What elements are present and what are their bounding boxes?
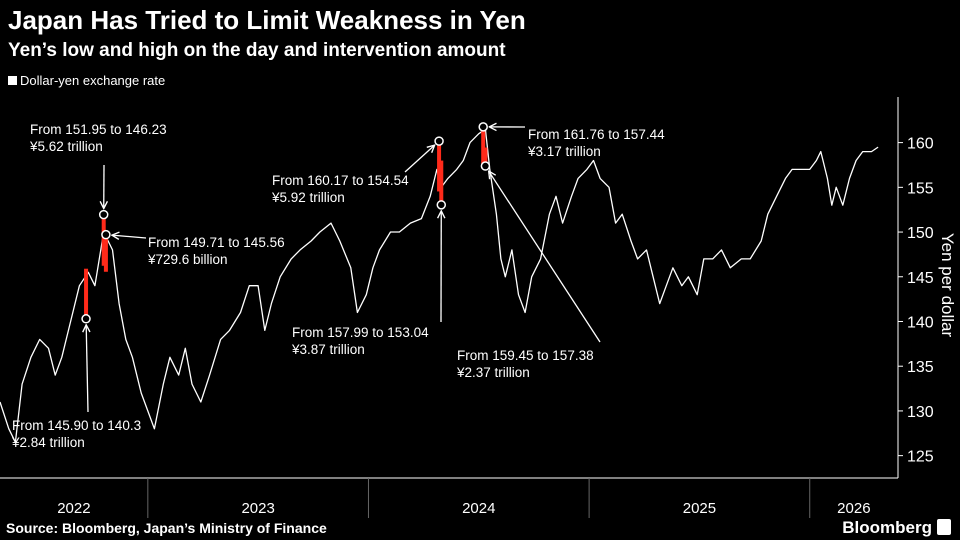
y-tick-label: 135 — [907, 359, 934, 376]
intervention-bar — [481, 126, 486, 166]
intervention-bar — [439, 160, 444, 205]
annotation-label: From 145.90 to 140.3 — [12, 418, 141, 433]
intervention-bar — [103, 234, 108, 272]
annotation-amount: ¥3.87 trillion — [291, 342, 365, 357]
y-tick-label: 155 — [907, 180, 934, 197]
intervention-bar — [101, 214, 106, 266]
annotation-label: From 159.45 to 157.38 — [457, 348, 594, 363]
annotation-label: From 151.95 to 146.23 — [30, 122, 167, 137]
intervention-marker — [98, 209, 109, 220]
intervention-bar — [483, 147, 488, 167]
y-tick-label: 145 — [907, 270, 934, 287]
annotation-arrow — [404, 145, 435, 173]
price-line — [0, 128, 879, 443]
annotation-amount: ¥3.17 trillion — [527, 144, 601, 159]
annotation-amount: ¥2.37 trillion — [456, 365, 530, 380]
intervention-marker — [434, 136, 444, 146]
annotation-amount: ¥5.62 trillion — [29, 139, 103, 154]
annotation-label: From 161.76 to 157.44 — [528, 127, 665, 142]
annotation-arrow — [86, 325, 88, 413]
annotation-arrow — [489, 171, 601, 343]
annotation-label: From 149.71 to 145.56 — [148, 235, 285, 250]
y-tick-label: 140 — [907, 314, 934, 331]
intervention-marker — [480, 161, 491, 171]
brand: Bloomberg — [842, 518, 932, 537]
x-tick-label: 2024 — [462, 500, 495, 517]
intervention-bar — [84, 268, 89, 319]
intervention-marker — [478, 122, 488, 132]
x-tick-label: 2022 — [57, 500, 90, 517]
y-tick-label: 130 — [907, 404, 934, 421]
annotation-label: From 160.17 to 154.54 — [272, 173, 409, 188]
intervention-marker — [81, 314, 91, 324]
annotation-amount: ¥2.84 trillion — [11, 435, 85, 450]
x-tick-label: 2025 — [683, 500, 716, 517]
x-tick-label: 2023 — [241, 500, 274, 517]
annotation-arrow — [112, 235, 147, 238]
annotation-label: From 157.99 to 153.04 — [292, 325, 429, 340]
chart-title: Japan Has Tried to Limit Weakness in Yen — [8, 5, 526, 35]
y-tick-label: 150 — [907, 225, 934, 242]
annotation-amount: ¥5.92 trillion — [271, 190, 345, 205]
intervention-marker — [436, 200, 447, 210]
y-tick-label: 160 — [907, 136, 934, 153]
y-tick-label: 125 — [907, 449, 934, 466]
source: Source: Bloomberg, Japan’s Ministry of F… — [6, 520, 327, 536]
intervention-marker — [101, 229, 111, 240]
x-tick-label: 2026 — [837, 500, 870, 517]
legend-swatch — [8, 76, 17, 85]
annotation-amount: ¥729.6 billion — [147, 252, 228, 267]
chart-subtitle: Yen’s low and high on the day and interv… — [8, 40, 506, 61]
y-axis-label: Yen per dollar — [938, 233, 957, 338]
brand-icon — [937, 519, 951, 535]
intervention-bar — [437, 141, 442, 192]
legend-label: Dollar-yen exchange rate — [20, 73, 165, 88]
